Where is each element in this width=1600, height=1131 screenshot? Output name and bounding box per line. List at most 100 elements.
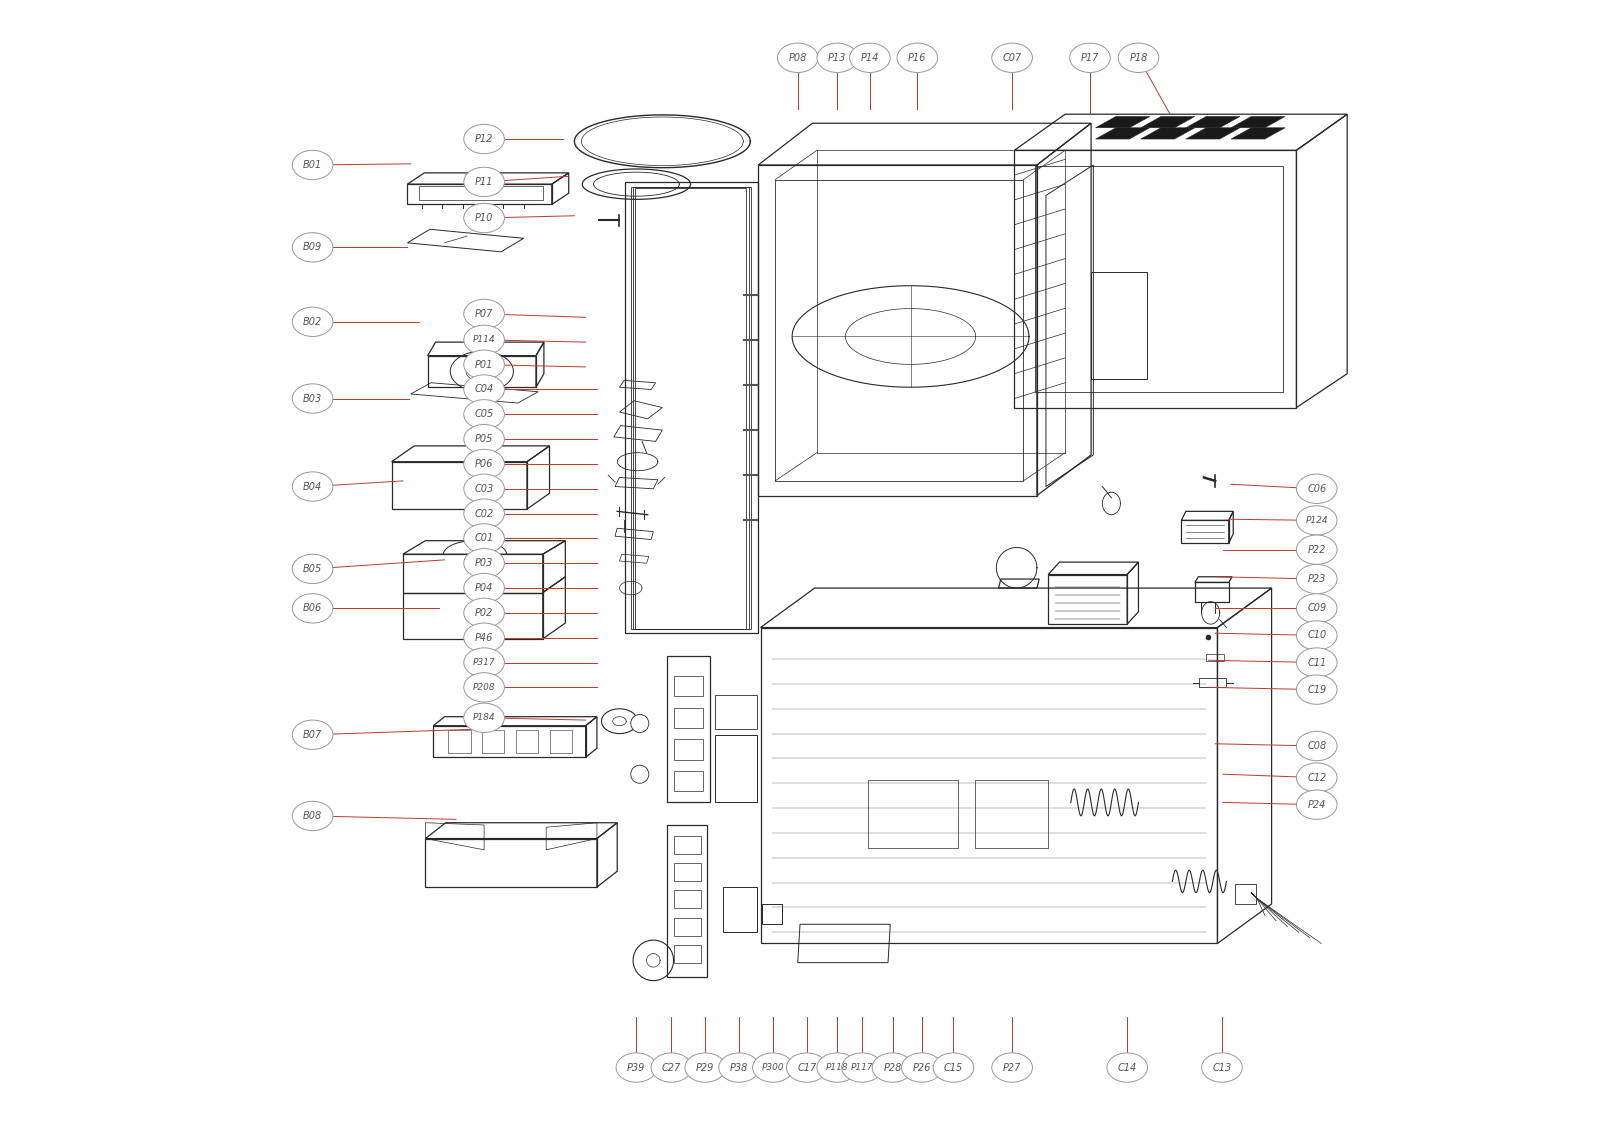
Polygon shape [1141, 116, 1195, 128]
Ellipse shape [464, 524, 504, 553]
Polygon shape [1096, 116, 1150, 128]
Ellipse shape [818, 43, 858, 72]
Ellipse shape [1296, 535, 1338, 564]
Ellipse shape [293, 150, 333, 180]
Text: B01: B01 [302, 159, 322, 170]
Ellipse shape [464, 167, 504, 197]
Ellipse shape [1107, 1053, 1147, 1082]
Text: P01: P01 [475, 360, 493, 370]
Polygon shape [1186, 116, 1240, 128]
Text: P117: P117 [851, 1063, 874, 1072]
Text: C09: C09 [1307, 603, 1326, 613]
Ellipse shape [464, 124, 504, 154]
Polygon shape [1230, 116, 1285, 128]
Text: B04: B04 [302, 482, 322, 492]
Polygon shape [1230, 128, 1285, 139]
Ellipse shape [464, 673, 504, 702]
Text: C11: C11 [1307, 657, 1326, 667]
Ellipse shape [293, 472, 333, 501]
Ellipse shape [1296, 791, 1338, 819]
Polygon shape [1096, 128, 1150, 139]
Text: P114: P114 [472, 336, 496, 344]
Text: P12: P12 [475, 135, 493, 144]
Text: P03: P03 [475, 559, 493, 568]
Ellipse shape [1070, 43, 1110, 72]
Ellipse shape [293, 801, 333, 830]
Text: P28: P28 [883, 1062, 902, 1072]
Text: C10: C10 [1307, 630, 1326, 640]
Ellipse shape [842, 1053, 882, 1082]
Text: P118: P118 [826, 1063, 848, 1072]
Text: P184: P184 [472, 714, 496, 723]
Text: P11: P11 [475, 176, 493, 187]
Ellipse shape [872, 1053, 914, 1082]
Ellipse shape [464, 499, 504, 528]
Text: P46: P46 [475, 632, 493, 642]
Ellipse shape [464, 703, 504, 733]
Text: C04: C04 [475, 385, 494, 395]
Text: B08: B08 [302, 811, 322, 821]
Ellipse shape [464, 549, 504, 578]
Text: P24: P24 [1307, 800, 1326, 810]
Ellipse shape [293, 308, 333, 336]
Text: P05: P05 [475, 434, 493, 444]
Text: C07: C07 [1003, 53, 1022, 63]
Ellipse shape [1296, 648, 1338, 677]
Ellipse shape [850, 43, 890, 72]
Text: P04: P04 [475, 584, 493, 593]
Ellipse shape [464, 623, 504, 653]
Text: C12: C12 [1307, 772, 1326, 783]
Ellipse shape [901, 1053, 942, 1082]
Text: C17: C17 [797, 1062, 816, 1072]
Ellipse shape [1296, 621, 1338, 650]
Ellipse shape [778, 43, 818, 72]
Ellipse shape [464, 349, 504, 379]
Text: P14: P14 [861, 53, 878, 63]
Ellipse shape [464, 300, 504, 329]
Ellipse shape [464, 474, 504, 503]
Ellipse shape [616, 1053, 656, 1082]
Ellipse shape [293, 554, 333, 584]
Text: C15: C15 [944, 1062, 963, 1072]
Text: P38: P38 [730, 1062, 749, 1072]
Text: C03: C03 [475, 484, 494, 494]
Ellipse shape [651, 1053, 691, 1082]
Ellipse shape [1296, 594, 1338, 623]
Ellipse shape [293, 720, 333, 750]
Ellipse shape [787, 1053, 827, 1082]
Text: P18: P18 [1130, 53, 1147, 63]
Text: C08: C08 [1307, 741, 1326, 751]
Text: C02: C02 [475, 509, 494, 519]
Ellipse shape [685, 1053, 725, 1082]
Ellipse shape [1296, 732, 1338, 761]
Text: P06: P06 [475, 459, 493, 469]
Text: P300: P300 [762, 1063, 784, 1072]
Ellipse shape [992, 1053, 1032, 1082]
Text: P08: P08 [789, 53, 806, 63]
Ellipse shape [464, 326, 504, 354]
Ellipse shape [1296, 506, 1338, 535]
Ellipse shape [1296, 474, 1338, 503]
Ellipse shape [293, 594, 333, 623]
Text: P27: P27 [1003, 1062, 1021, 1072]
Text: C27: C27 [662, 1062, 682, 1072]
Text: P23: P23 [1307, 575, 1326, 584]
Text: P13: P13 [829, 53, 846, 63]
Ellipse shape [818, 1053, 858, 1082]
Text: C19: C19 [1307, 684, 1326, 694]
Ellipse shape [992, 43, 1032, 72]
Ellipse shape [464, 449, 504, 478]
Ellipse shape [464, 648, 504, 677]
Text: P17: P17 [1080, 53, 1099, 63]
Ellipse shape [1296, 763, 1338, 793]
Ellipse shape [464, 204, 504, 233]
Ellipse shape [933, 1053, 974, 1082]
Ellipse shape [464, 598, 504, 628]
Text: B07: B07 [302, 729, 322, 740]
Text: C06: C06 [1307, 484, 1326, 494]
Text: P07: P07 [475, 309, 493, 319]
Text: C01: C01 [475, 534, 494, 543]
Ellipse shape [464, 374, 504, 404]
Ellipse shape [718, 1053, 760, 1082]
Text: P22: P22 [1307, 545, 1326, 554]
